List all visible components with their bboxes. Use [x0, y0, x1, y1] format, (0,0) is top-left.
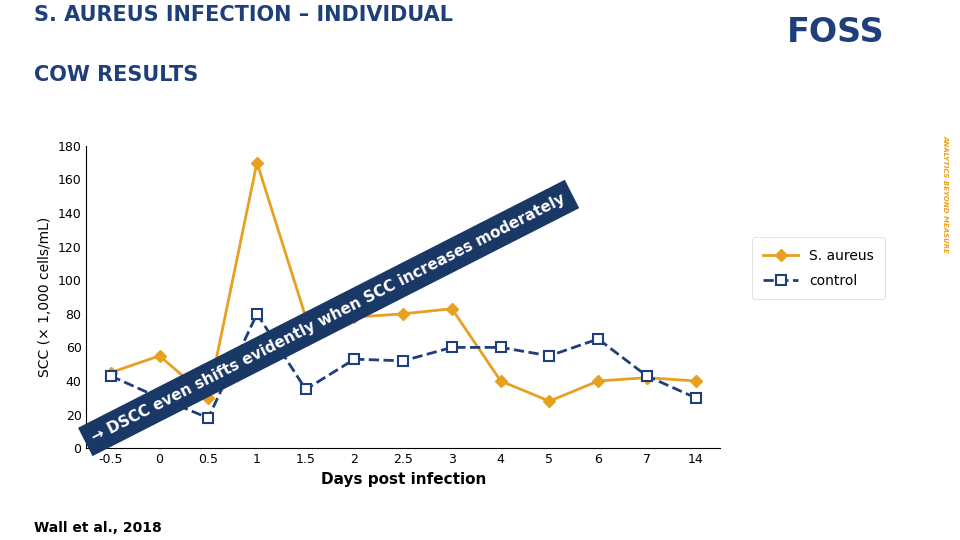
control	[641, 373, 653, 379]
S. aureus	[690, 378, 702, 384]
S. aureus	[154, 353, 165, 359]
Y-axis label: SCC (× 1,000 cells/mL): SCC (× 1,000 cells/mL)	[38, 217, 52, 377]
S. aureus	[592, 378, 604, 384]
S. aureus	[397, 310, 409, 317]
S. aureus	[495, 378, 507, 384]
control	[300, 386, 311, 393]
S. aureus	[252, 159, 263, 166]
S. aureus	[641, 374, 653, 381]
S. aureus	[300, 314, 311, 320]
Line: S. aureus: S. aureus	[107, 158, 700, 406]
Text: COW RESULTS: COW RESULTS	[34, 65, 198, 85]
Text: → DSCC even shifts evidently when SCC increases moderately: → DSCC even shifts evidently when SCC in…	[89, 191, 568, 445]
Legend: S. aureus, control: S. aureus, control	[753, 238, 885, 299]
control	[495, 344, 507, 350]
control	[397, 357, 409, 364]
Text: ANALYTICS BEYOND MEASURE: ANALYTICS BEYOND MEASURE	[943, 135, 948, 253]
S. aureus	[543, 398, 555, 404]
Text: FOSS: FOSS	[787, 16, 885, 49]
S. aureus	[203, 395, 214, 401]
S. aureus	[446, 306, 458, 312]
control	[252, 310, 263, 317]
control	[592, 336, 604, 342]
Line: control: control	[106, 309, 701, 423]
control	[543, 353, 555, 359]
control	[690, 395, 702, 401]
S. aureus	[105, 369, 116, 376]
control	[105, 373, 116, 379]
control	[446, 344, 458, 350]
Text: Wall et al., 2018: Wall et al., 2018	[34, 521, 161, 535]
control	[348, 356, 360, 362]
Text: S. AUREUS INFECTION – INDIVIDUAL: S. AUREUS INFECTION – INDIVIDUAL	[34, 5, 452, 25]
S. aureus	[348, 314, 360, 320]
control	[154, 395, 165, 401]
X-axis label: Days post infection: Days post infection	[321, 471, 486, 487]
control	[203, 415, 214, 421]
